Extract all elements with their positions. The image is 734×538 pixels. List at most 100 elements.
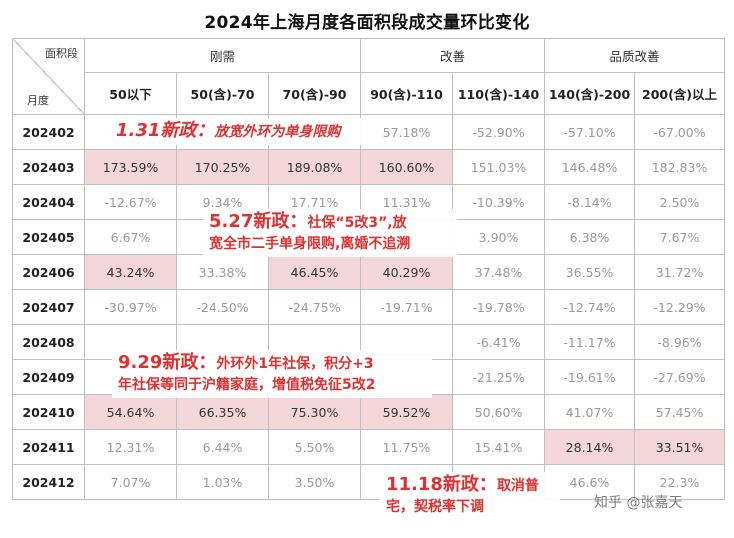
value-cell: 146.48% [544, 149, 636, 185]
value-cell: 36.55% [544, 254, 636, 290]
value-cell: 22.3% [634, 464, 726, 500]
group-header-improve: 改善 [359, 38, 546, 73]
policy-callout-0929: 9.29新政：外环外1年社保，积分+3 年社保等同于沪籍家庭，增值税免征5改2 [112, 350, 432, 398]
value-cell: -27.69% [634, 359, 726, 395]
value-cell: -10.39% [451, 184, 546, 220]
callout-line: 宅，契税率下调 [386, 499, 484, 515]
value-cell: 6.44% [176, 429, 269, 465]
value-cell: 43.24% [84, 254, 177, 290]
value-cell: -30.97% [84, 289, 177, 325]
month-cell: 202406 [12, 254, 85, 290]
value-cell: -19.71% [360, 289, 453, 325]
column-header: 50以下 [84, 72, 177, 115]
value-cell: 7.67% [634, 219, 726, 255]
value-cell: 28.14% [544, 429, 636, 465]
value-cell: 5.50% [268, 429, 361, 465]
policy-callout-1118: 11.18新政：取消普 宅，契税率下调 [380, 472, 560, 520]
table-row: 202403 173.59% 170.25% 189.08% 160.60% 151.03… [12, 149, 726, 185]
value-cell: 151.03% [451, 149, 546, 185]
value-cell: 6.67% [84, 219, 177, 255]
value-cell: 2.50% [634, 184, 726, 220]
value-cell: -8.14% [544, 184, 636, 220]
value-cell: 31.72% [634, 254, 726, 290]
corner-header-cell: 面积段 月度 [12, 38, 85, 115]
value-cell: -24.50% [176, 289, 269, 325]
month-cell: 202402 [12, 114, 85, 150]
value-cell: 160.60% [360, 149, 453, 185]
callout-head: 11.18新政： [386, 474, 497, 495]
month-cell: 202404 [12, 184, 85, 220]
value-cell: -24.75% [268, 289, 361, 325]
group-header-rigid: 刚需 [84, 38, 361, 73]
callout-line: 社保“5改3”,放 [307, 215, 407, 231]
value-cell: 1.03% [176, 464, 269, 500]
watermark: 知乎 @张嘉天 [594, 495, 683, 511]
callout-head: 1.31新政： [116, 120, 215, 141]
table-row: 202406 43.24% 33.38% 46.45% 40.29% 37.48% 36.5… [12, 254, 726, 290]
value-cell: 11.75% [360, 429, 453, 465]
data-table: 面积段 月度 刚需 改善 品质改善 50以下 50(含)-70 70(含)-90… [12, 38, 726, 500]
value-cell: 75.30% [268, 394, 361, 430]
value-cell: -11.17% [544, 324, 636, 360]
value-cell: -52.90% [451, 114, 546, 150]
value-cell: 189.08% [268, 149, 361, 185]
value-cell: 6.38% [544, 219, 636, 255]
value-cell: -8.96% [634, 324, 726, 360]
value-cell: 182.83% [634, 149, 726, 185]
column-header: 140(含)-200 [544, 72, 636, 115]
value-cell: 41.07% [544, 394, 636, 430]
month-cell: 202411 [12, 429, 85, 465]
callout-body: 放宽外环为单身限购 [214, 124, 341, 140]
policy-callout-0131: 1.31新政：放宽外环为单身限购 [112, 118, 370, 145]
table-row: 202410 54.64% 66.35% 75.30% 59.52% 50.60% 41.0… [12, 394, 726, 430]
value-cell: 33.38% [176, 254, 269, 290]
column-header: 90(含)-110 [360, 72, 453, 115]
month-cell: 202407 [12, 289, 85, 325]
value-cell: -6.41% [451, 324, 546, 360]
group-header-premium: 品质改善 [544, 38, 726, 73]
callout-head: 5.27新政： [209, 211, 308, 232]
value-cell: -12.67% [84, 184, 177, 220]
page-title: 2024年上海月度各面积段成交量环比变化 [204, 13, 530, 33]
value-cell: 33.51% [634, 429, 726, 465]
value-cell: 46.45% [268, 254, 361, 290]
column-header: 110(含)-140 [451, 72, 546, 115]
value-cell: 3.50% [268, 464, 361, 500]
column-header: 50(含)-70 [176, 72, 269, 115]
value-cell: 173.59% [84, 149, 177, 185]
value-cell: -19.78% [451, 289, 546, 325]
month-cell: 202408 [12, 324, 85, 360]
month-cell: 202412 [12, 464, 85, 500]
table-row: 202407 -30.97% -24.50% -24.75% -19.71% -19.78… [12, 289, 726, 325]
value-cell: -19.61% [544, 359, 636, 395]
callout-line: 宽全市二手单身限购,离婚不追溯 [209, 236, 411, 252]
corner-top-label: 面积段 [45, 47, 78, 60]
value-cell: -67.00% [634, 114, 726, 150]
column-header: 200(含)以上 [634, 72, 726, 115]
value-cell: 57.18% [360, 114, 453, 150]
corner-bottom-label: 月度 [27, 94, 49, 107]
value-cell: -12.29% [634, 289, 726, 325]
value-cell: 170.25% [176, 149, 269, 185]
value-cell: 7.07% [84, 464, 177, 500]
value-cell: 57.45% [634, 394, 726, 430]
value-cell: 15.41% [451, 429, 546, 465]
value-cell: 66.35% [176, 394, 269, 430]
value-cell: -21.25% [451, 359, 546, 395]
callout-head: 9.29新政： [118, 352, 217, 373]
month-cell: 202403 [12, 149, 85, 185]
value-cell: -12.74% [544, 289, 636, 325]
month-cell: 202405 [12, 219, 85, 255]
value-cell: -57.10% [544, 114, 636, 150]
value-cell: 40.29% [360, 254, 453, 290]
month-cell: 202409 [12, 359, 85, 395]
value-cell: 59.52% [360, 394, 453, 430]
callout-line: 年社保等同于沪籍家庭，增值税免征5改2 [118, 377, 376, 393]
callout-line: 取消普 [496, 478, 539, 494]
value-cell: 37.48% [451, 254, 546, 290]
value-cell: 12.31% [84, 429, 177, 465]
column-header: 70(含)-90 [268, 72, 361, 115]
policy-callout-0527: 5.27新政：社保“5改3”,放 宽全市二手单身限购,离婚不追溯 [203, 209, 457, 257]
value-cell: 50.60% [451, 394, 546, 430]
value-cell: 54.64% [84, 394, 177, 430]
